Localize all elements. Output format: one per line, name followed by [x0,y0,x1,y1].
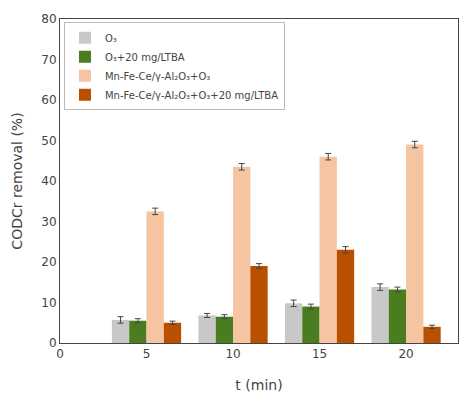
svg-text:O₃+20 mg/LTBA: O₃+20 mg/LTBA [105,52,185,63]
svg-text:40: 40 [41,174,56,188]
svg-text:80: 80 [41,12,56,26]
svg-text:20: 20 [398,347,413,361]
svg-text:10: 10 [41,296,56,310]
svg-text:60: 60 [41,93,56,107]
svg-text:5: 5 [143,347,151,361]
svg-text:30: 30 [41,215,56,229]
svg-text:0: 0 [56,347,64,361]
svg-text:0: 0 [49,336,57,350]
svg-text:Mn-Fe-Ce/γ-Al₂O₃+O₃+20 mg/LTBA: Mn-Fe-Ce/γ-Al₂O₃+O₃+20 mg/LTBA [105,90,278,101]
svg-text:10: 10 [225,347,240,361]
svg-text:20: 20 [41,255,56,269]
svg-text:t (min): t (min) [235,377,282,393]
svg-text:15: 15 [312,347,327,361]
svg-text:50: 50 [41,134,56,148]
svg-text:70: 70 [41,53,56,67]
svg-text:Mn-Fe-Ce/γ-Al₂O₃+O₃: Mn-Fe-Ce/γ-Al₂O₃+O₃ [105,71,210,82]
svg-text:CODCr removal (%): CODCr removal (%) [9,112,25,249]
svg-text:O₃: O₃ [105,33,117,44]
